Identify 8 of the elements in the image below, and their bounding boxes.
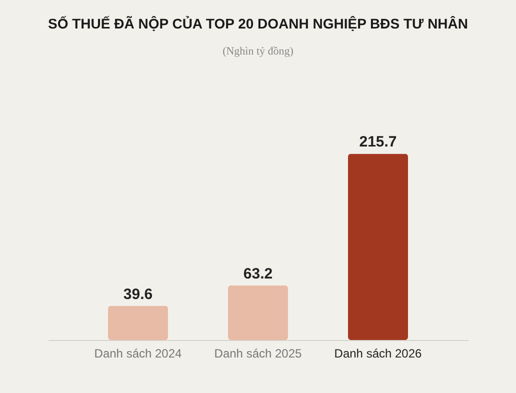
x-tick-label: Danh sách 2024 [94,346,182,360]
chart-subtitle: (Nghìn tỷ đồng) [222,46,294,58]
chart-title: SỐ THUẾ ĐÃ NỘP CỦA TOP 20 DOANH NGHIỆP BĐS TƯ NHÂN [48,16,468,32]
x-tick-label: Danh sách 2025 [214,346,302,360]
data-label: 39.6 [123,286,153,303]
x-tick-label: Danh sách 2026 [334,346,422,360]
data-label: 63.2 [243,265,273,282]
data-label: 215.7 [359,134,397,151]
